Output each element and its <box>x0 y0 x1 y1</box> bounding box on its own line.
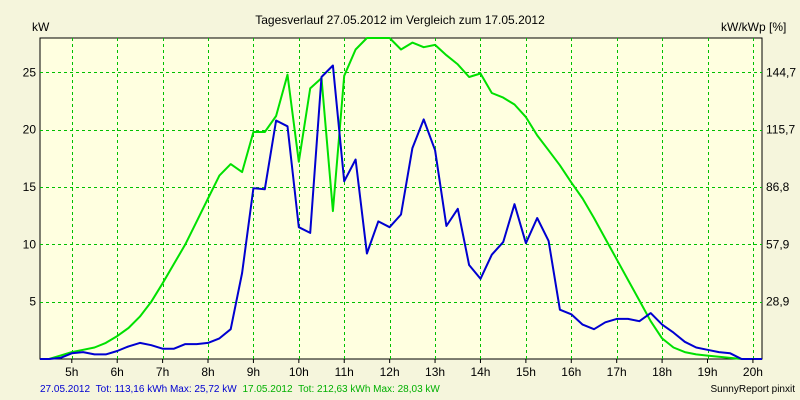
plot-area <box>39 37 763 360</box>
series-line-27-05-2012 <box>40 64 762 360</box>
series-line-17-05-2012 <box>40 37 762 360</box>
x-tick-label: 10h <box>289 365 309 379</box>
footer-date1-stats: Tot: 113,16 kWh Max: 25,72 kW <box>96 384 238 395</box>
chart-title: Tagesverlauf 27.05.2012 im Vergleich zum… <box>255 13 545 27</box>
x-tick-label: 5h <box>65 365 78 379</box>
footer-credit: SunnyReport pinxit <box>711 384 796 395</box>
x-tick-label: 7h <box>156 365 169 379</box>
y-tick-label-left: 10 <box>23 237 37 251</box>
footer-date2: 17.05.2012 <box>242 384 292 395</box>
x-tick-label: 19h <box>697 365 717 379</box>
y-tick-label-left: 5 <box>29 295 36 309</box>
x-tick-label: 6h <box>111 365 124 379</box>
y-tick-label-right: 115,7 <box>766 123 795 137</box>
y-tick-label-right: 57,9 <box>766 237 790 251</box>
footer-date1: 27.05.2012 <box>40 384 90 395</box>
x-axis: 5h 6h 7h 8h 9h 10h 11h 12h 13h 14h 15h 16h 17h 18h 19h… <box>65 359 763 379</box>
x-tick-label: 8h <box>201 365 214 379</box>
footer-date2-stats: Tot: 212,63 kWh Max: 28,03 kW <box>298 384 440 395</box>
y-tick-label-right: 28,9 <box>766 295 790 309</box>
x-tick-label: 12h <box>380 365 400 379</box>
grid <box>40 38 762 359</box>
x-tick-label: 11h <box>335 365 354 379</box>
x-tick-label: 13h <box>425 365 445 379</box>
x-tick-label: 9h <box>247 365 260 379</box>
x-tick-label: 18h <box>652 365 672 379</box>
x-tick-label: 15h <box>516 365 536 379</box>
y-tick-label-left: 20 <box>23 123 37 137</box>
x-tick-label: 17h <box>607 365 627 379</box>
y-axis-label-left: kW <box>32 20 50 34</box>
x-tick-label: 16h <box>561 365 581 379</box>
y-tick-label-left: 15 <box>23 180 37 194</box>
y-tick-label-right: 144,7 <box>766 65 796 79</box>
y-axis-left: 5 10 15 20 25 <box>23 65 37 308</box>
y-tick-label-left: 25 <box>23 65 37 79</box>
x-tick-label: 14h <box>470 365 490 379</box>
footer-series-stats: 27.05.2012 Tot: 113,16 kWh Max: 25,72 kW… <box>40 384 440 395</box>
y-axis-label-right: kW/kWp [%] <box>721 20 786 34</box>
x-tick-label: 20h <box>743 365 763 379</box>
y-tick-label-right: 86,8 <box>766 180 790 194</box>
y-axis-right: 28,9 57,9 86,8 115,7 144,7 <box>766 65 796 308</box>
series-layer <box>40 37 762 360</box>
